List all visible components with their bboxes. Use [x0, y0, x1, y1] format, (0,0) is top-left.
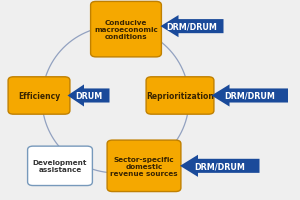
FancyBboxPatch shape [8, 77, 70, 115]
Text: Reprioritization: Reprioritization [146, 92, 214, 100]
Polygon shape [160, 16, 224, 38]
Text: DRM/DRUM: DRM/DRUM [224, 92, 275, 100]
Polygon shape [212, 85, 288, 107]
Text: DRM/DRUM: DRM/DRUM [167, 23, 218, 31]
Text: DRUM: DRUM [75, 92, 102, 100]
Polygon shape [68, 85, 110, 107]
FancyBboxPatch shape [28, 146, 92, 186]
Text: Efficiency: Efficiency [18, 92, 60, 100]
FancyBboxPatch shape [91, 2, 161, 58]
Text: Conducive
macroeconomic
conditions: Conducive macroeconomic conditions [94, 20, 158, 40]
Text: Development
assistance: Development assistance [33, 160, 87, 172]
FancyBboxPatch shape [146, 77, 214, 115]
Polygon shape [180, 155, 260, 177]
FancyBboxPatch shape [107, 140, 181, 192]
Text: Sector-specific
domestic
revenue sources: Sector-specific domestic revenue sources [110, 156, 178, 176]
Text: DRM/DRUM: DRM/DRUM [194, 162, 245, 170]
